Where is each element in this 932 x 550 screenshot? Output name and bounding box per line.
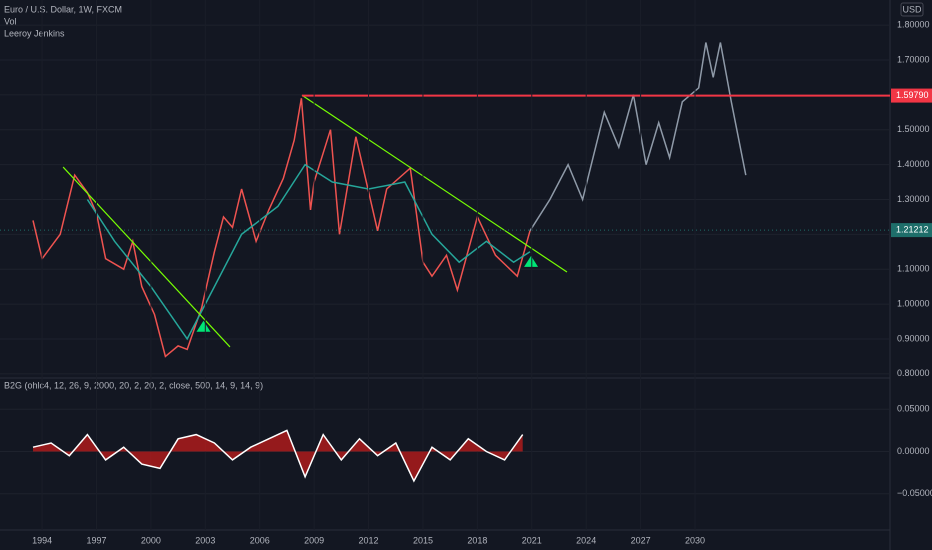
- x-tick-label: 2009: [304, 535, 324, 545]
- x-tick-label: 2012: [359, 535, 379, 545]
- x-tick-label: 2018: [467, 535, 487, 545]
- x-tick-label: 2027: [631, 535, 651, 545]
- x-tick-label: 2030: [685, 535, 705, 545]
- y-tick-label: 1.50000: [897, 124, 930, 134]
- currency-box[interactable]: [900, 2, 924, 17]
- x-tick-label: 1997: [86, 535, 106, 545]
- symbol-title: Euro / U.S. Dollar, 1W, FXCM: [4, 4, 122, 14]
- y-tick-label: 0.05000: [897, 404, 930, 414]
- y-tick-label: 1.10000: [897, 264, 930, 274]
- x-tick-label: 2024: [576, 535, 596, 545]
- y-tick-label: 1.30000: [897, 194, 930, 204]
- x-tick-label: 2003: [195, 535, 215, 545]
- oscillator-area: [33, 430, 523, 481]
- currency[interactable]: USD: [902, 4, 922, 14]
- series-line: [32, 429, 524, 483]
- y-tick-label: 1.70000: [897, 54, 930, 64]
- x-tick-label: 2000: [141, 535, 161, 545]
- series-line: [86, 163, 531, 341]
- price-label-box: [891, 88, 932, 103]
- trendline: [301, 94, 568, 273]
- x-tick-label: 2006: [250, 535, 270, 545]
- y-tick-label: 0.90000: [897, 333, 930, 343]
- price-label-box: [891, 223, 932, 238]
- y-tick-label: 1.80000: [897, 19, 930, 29]
- y-tick-label: 1.40000: [897, 159, 930, 169]
- y-tick-label: 1.00000: [897, 298, 930, 308]
- price-label: 1.59790: [896, 90, 929, 100]
- indicator-label: Leeroy Jenkins: [4, 28, 65, 38]
- x-tick-label: 2015: [413, 535, 433, 545]
- y-tick-label: 0.80000: [897, 368, 930, 378]
- series-line: [529, 42, 747, 232]
- price-label: 1.21212: [896, 224, 929, 234]
- x-tick-label: 1994: [32, 535, 52, 545]
- oscillator-title: B2G (ohlc4, 12, 26, 9, 2000, 20, 2, 20, …: [4, 380, 263, 390]
- trendline: [62, 166, 231, 348]
- x-tick-label: 2021: [522, 535, 542, 545]
- signal-triangle: [196, 320, 211, 332]
- series-line: [32, 98, 531, 358]
- y-tick-label: 0.00000: [897, 446, 930, 456]
- signal-triangle: [524, 255, 539, 267]
- indicator-label: Vol: [4, 16, 17, 26]
- y-tick-label: −0.05000: [897, 488, 932, 498]
